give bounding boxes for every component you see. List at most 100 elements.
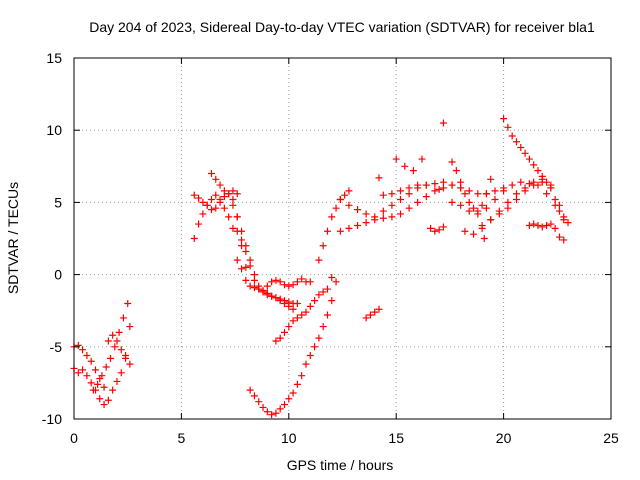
data-point-marker bbox=[272, 337, 280, 345]
y-tick-label: 0 bbox=[54, 267, 62, 283]
data-point-marker bbox=[276, 278, 284, 286]
data-point-marker bbox=[530, 181, 538, 189]
data-point-marker bbox=[285, 302, 293, 310]
data-point-marker bbox=[328, 297, 336, 305]
data-point-marker bbox=[543, 222, 551, 230]
data-point-marker bbox=[117, 369, 125, 377]
data-point-marker bbox=[414, 181, 422, 189]
data-point-marker bbox=[285, 282, 293, 290]
series-trace-24 bbox=[478, 178, 555, 230]
data-point-marker bbox=[79, 346, 87, 354]
data-point-marker bbox=[289, 281, 297, 289]
data-point-marker bbox=[319, 288, 327, 296]
data-point-marker bbox=[250, 392, 258, 400]
data-point-marker bbox=[439, 223, 447, 231]
data-point-marker bbox=[229, 187, 237, 195]
data-point-marker bbox=[242, 263, 250, 271]
data-point-marker bbox=[525, 222, 533, 230]
y-axis-label: SDTVAR / TECUs bbox=[5, 182, 21, 294]
data-point-marker bbox=[126, 323, 134, 331]
data-point-marker bbox=[246, 262, 254, 270]
data-point-marker bbox=[341, 191, 349, 199]
data-point-marker bbox=[517, 178, 525, 186]
data-point-marker bbox=[246, 282, 254, 290]
series-trace-11 bbox=[233, 256, 297, 313]
data-point-marker bbox=[315, 334, 323, 342]
data-point-marker bbox=[465, 207, 473, 215]
data-point-marker bbox=[233, 213, 241, 221]
data-point-marker bbox=[315, 256, 323, 264]
chart-title: Day 204 of 2023, Sidereal Day-to-day VTE… bbox=[89, 19, 595, 35]
data-point-marker bbox=[508, 181, 516, 189]
series-trace-8 bbox=[207, 170, 241, 198]
data-point-marker bbox=[328, 213, 336, 221]
data-point-marker bbox=[87, 357, 95, 365]
data-point-marker bbox=[401, 162, 409, 170]
data-point-marker bbox=[259, 286, 267, 294]
series-outliers bbox=[375, 119, 488, 242]
data-point-marker bbox=[263, 289, 271, 297]
data-point-marker bbox=[457, 201, 465, 209]
data-point-marker bbox=[281, 281, 289, 289]
data-point-marker bbox=[298, 311, 306, 319]
data-point-marker bbox=[345, 224, 353, 232]
data-point-marker bbox=[83, 372, 91, 380]
data-point-marker bbox=[199, 210, 207, 218]
data-point-marker bbox=[272, 276, 280, 284]
data-point-marker bbox=[229, 201, 237, 209]
series-trace-13 bbox=[272, 273, 336, 345]
data-point-marker bbox=[521, 149, 529, 157]
data-point-marker bbox=[302, 360, 310, 368]
data-point-marker bbox=[379, 207, 387, 215]
data-point-marker bbox=[94, 380, 102, 388]
data-point-marker bbox=[203, 201, 211, 209]
data-point-marker bbox=[388, 190, 396, 198]
data-point-marker bbox=[512, 138, 520, 146]
data-points bbox=[70, 115, 572, 419]
data-point-marker bbox=[298, 372, 306, 380]
data-point-marker bbox=[465, 198, 473, 206]
data-point-marker bbox=[89, 386, 97, 394]
data-point-marker bbox=[345, 187, 353, 195]
data-point-marker bbox=[435, 185, 443, 193]
data-point-marker bbox=[474, 190, 482, 198]
data-point-marker bbox=[448, 181, 456, 189]
data-point-marker bbox=[470, 230, 478, 238]
data-point-marker bbox=[457, 178, 465, 186]
x-tick-label: 20 bbox=[496, 430, 512, 446]
data-point-marker bbox=[100, 401, 108, 409]
data-point-marker bbox=[470, 204, 478, 212]
data-point-marker bbox=[448, 158, 456, 166]
data-point-marker bbox=[354, 206, 362, 214]
data-point-marker bbox=[521, 187, 529, 195]
data-point-marker bbox=[293, 299, 301, 307]
data-point-marker bbox=[109, 386, 117, 394]
data-point-marker bbox=[362, 314, 370, 322]
data-point-marker bbox=[478, 222, 486, 230]
data-point-marker bbox=[375, 174, 383, 182]
data-point-marker bbox=[113, 337, 121, 345]
data-point-marker bbox=[560, 216, 568, 224]
data-point-marker bbox=[530, 161, 538, 169]
data-point-marker bbox=[525, 155, 533, 163]
data-point-marker bbox=[225, 190, 233, 198]
x-tick-label: 5 bbox=[178, 430, 186, 446]
data-point-marker bbox=[482, 190, 490, 198]
series-trace-1 bbox=[70, 364, 117, 409]
data-point-marker bbox=[431, 227, 439, 235]
data-point-marker bbox=[409, 167, 417, 175]
data-point-marker bbox=[487, 216, 495, 224]
data-point-marker bbox=[392, 155, 400, 163]
data-point-marker bbox=[315, 291, 323, 299]
data-point-marker bbox=[512, 196, 520, 204]
series-trace-14 bbox=[315, 187, 353, 264]
data-point-marker bbox=[418, 155, 426, 163]
data-point-marker bbox=[319, 323, 327, 331]
series-trace-20 bbox=[427, 223, 447, 235]
data-point-marker bbox=[281, 401, 289, 409]
data-point-marker bbox=[452, 167, 460, 175]
data-point-marker bbox=[281, 299, 289, 307]
data-point-marker bbox=[268, 278, 276, 286]
data-point-marker bbox=[547, 220, 555, 228]
data-point-marker bbox=[83, 351, 91, 359]
